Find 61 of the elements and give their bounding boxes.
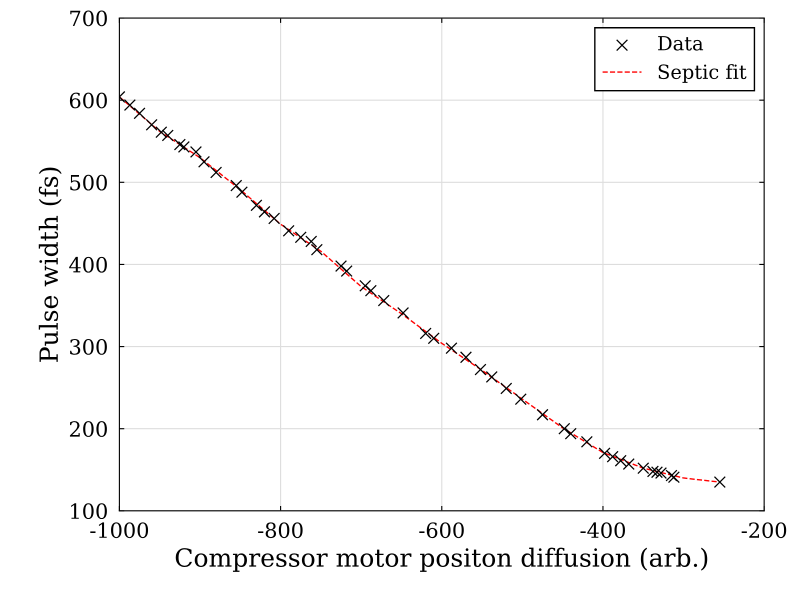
point <box>637 462 650 474</box>
point <box>536 408 549 421</box>
point <box>155 126 168 138</box>
point <box>198 156 210 168</box>
point <box>598 447 611 460</box>
point <box>580 436 593 448</box>
point <box>420 327 432 340</box>
point <box>397 306 410 319</box>
legend-label: Septic fit <box>658 64 747 83</box>
point <box>622 458 635 470</box>
point <box>210 166 222 178</box>
y-tick-label: 300 <box>70 339 107 355</box>
point <box>486 370 498 383</box>
point <box>445 342 458 354</box>
y-tick-label: 600 <box>70 92 107 108</box>
point <box>178 140 190 153</box>
y-tick-label: 700 <box>70 10 107 26</box>
x-tick-label: -200 <box>742 522 786 538</box>
y-tick-label: 500 <box>70 174 107 191</box>
point <box>474 364 486 376</box>
point <box>268 212 280 224</box>
point <box>250 199 262 212</box>
point <box>174 138 186 151</box>
point <box>668 471 680 484</box>
point <box>558 422 570 435</box>
point <box>282 224 295 237</box>
point <box>305 235 318 248</box>
point <box>428 332 440 344</box>
x-tick-label: -1000 <box>90 522 148 538</box>
x-tick-label: -400 <box>580 522 625 538</box>
point <box>378 294 390 307</box>
point <box>146 118 158 131</box>
point <box>258 206 270 218</box>
y-axis-title: Pulse width (fs) <box>38 168 62 362</box>
x-tick-label: -600 <box>419 522 464 538</box>
point <box>310 244 323 256</box>
point <box>134 107 146 120</box>
point <box>606 450 619 463</box>
x-tick-label: -800 <box>258 522 303 538</box>
y-tick-label: 400 <box>69 256 107 273</box>
y-tick-label: 200 <box>70 421 107 437</box>
point <box>500 382 512 394</box>
point <box>614 454 627 467</box>
point <box>714 476 726 488</box>
point <box>514 393 527 406</box>
point <box>335 260 348 272</box>
y-tick-label: 100 <box>71 503 107 520</box>
point <box>162 129 174 142</box>
point <box>294 231 307 244</box>
x-axis-title: Compressor motor positon diffusion (arb.) <box>176 548 708 572</box>
point <box>460 351 472 364</box>
point <box>190 146 202 158</box>
point <box>650 466 663 478</box>
legend-label: Data <box>658 36 704 51</box>
point <box>236 186 248 198</box>
point <box>564 428 577 440</box>
point <box>230 180 242 192</box>
point <box>364 284 377 297</box>
point <box>124 99 136 112</box>
point <box>359 280 372 292</box>
point <box>340 265 353 278</box>
